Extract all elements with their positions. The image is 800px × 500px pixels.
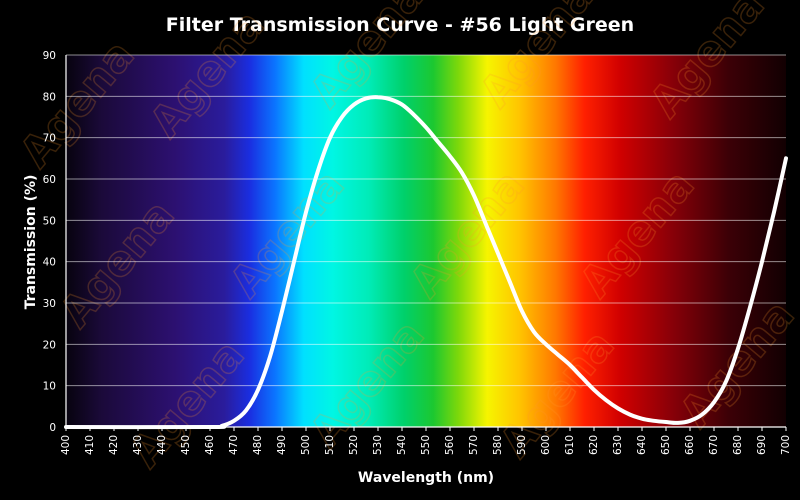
x-tick-label: 400	[60, 435, 72, 455]
y-tick-label: 90	[43, 50, 56, 62]
x-tick-label: 640	[636, 435, 648, 455]
x-tick-label: 470	[228, 435, 240, 455]
x-tick-label: 580	[492, 435, 504, 455]
x-tick-label: 450	[180, 435, 192, 455]
x-tick-label: 620	[588, 435, 600, 455]
x-tick-label: 420	[108, 435, 120, 455]
x-tick-label: 500	[300, 435, 312, 455]
y-tick-label: 70	[43, 133, 56, 145]
y-tick-label: 40	[43, 257, 56, 269]
x-tick-label: 590	[516, 435, 528, 455]
x-tick-label: 690	[756, 435, 768, 455]
x-tick-label: 700	[780, 435, 792, 455]
x-tick-label: 490	[276, 435, 288, 455]
y-axis-label: Transmission (%)	[23, 175, 39, 310]
y-tick-label: 0	[49, 422, 56, 434]
y-tick-label: 80	[43, 91, 56, 103]
y-tick-label: 20	[43, 339, 56, 351]
x-axis-label: Wavelength (nm)	[358, 470, 494, 486]
transmission-chart: Filter Transmission Curve - #56 Light Gr…	[0, 0, 800, 500]
y-tick-label: 50	[43, 215, 56, 227]
y-tick-label: 60	[43, 174, 56, 186]
x-tick-label: 560	[444, 435, 456, 455]
x-tick-label: 480	[252, 435, 264, 455]
x-tick-label: 650	[660, 435, 672, 455]
x-tick-label: 460	[204, 435, 216, 455]
x-tick-label: 410	[84, 435, 96, 455]
x-tick-label: 600	[540, 435, 552, 455]
x-tick-label: 630	[612, 435, 624, 455]
x-tick-label: 530	[372, 435, 384, 455]
x-tick-label: 550	[420, 435, 432, 455]
x-tick-label: 610	[564, 435, 576, 455]
x-tick-label: 570	[468, 435, 480, 455]
x-tick-label: 520	[348, 435, 360, 455]
x-tick-label: 680	[732, 435, 744, 455]
y-tick-label: 10	[43, 381, 56, 393]
x-tick-label: 510	[324, 435, 336, 455]
y-tick-label: 30	[43, 298, 56, 310]
x-tick-label: 440	[156, 435, 168, 455]
x-tick-label: 540	[396, 435, 408, 455]
x-tick-label: 670	[708, 435, 720, 455]
x-tick-label: 660	[684, 435, 696, 455]
x-tick-label: 430	[132, 435, 144, 455]
